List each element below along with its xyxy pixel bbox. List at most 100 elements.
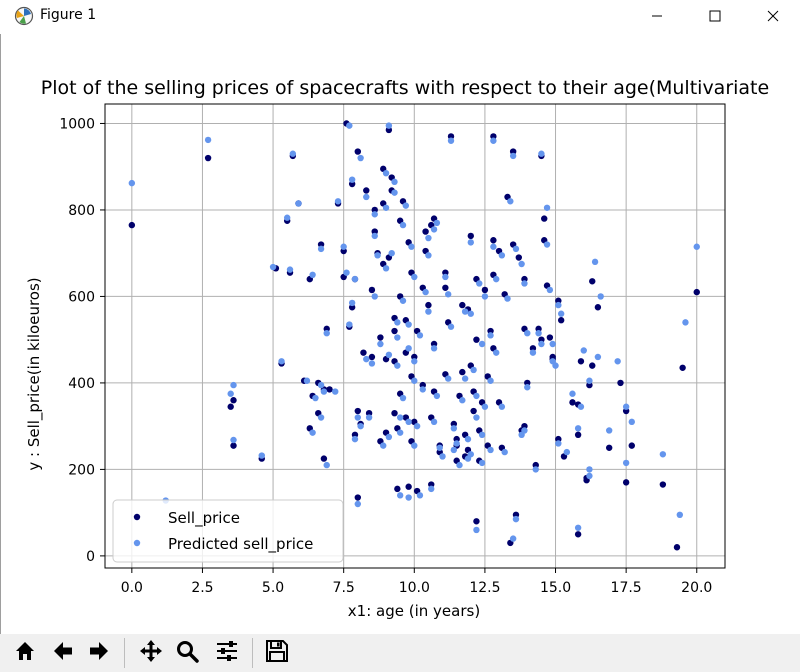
sell-price-point <box>659 481 667 488</box>
legend-label-predicted: Predicted sell_price <box>168 535 313 554</box>
maximize-button[interactable] <box>692 0 738 32</box>
y-tick-label: 200 <box>68 462 95 478</box>
x-tick-label: 2.5 <box>191 580 213 596</box>
legend-marker-predicted <box>133 539 141 547</box>
close-button[interactable] <box>750 0 796 32</box>
x-tick-label: 17.5 <box>611 580 642 596</box>
predicted-price-point <box>363 355 370 363</box>
predicted-price-point <box>385 122 393 129</box>
predicted-price-point <box>396 492 404 499</box>
predicted-price-point <box>549 340 556 348</box>
predicted-price-point <box>402 202 410 209</box>
predicted-price-point <box>385 433 393 441</box>
predicted-price-point <box>204 136 212 144</box>
home-button[interactable] <box>10 638 40 668</box>
predicted-price-point <box>524 384 531 391</box>
sell-price-point <box>589 278 596 285</box>
configure-subplots-button[interactable] <box>212 638 242 668</box>
sell-price-point <box>605 444 613 451</box>
pan-button[interactable] <box>136 638 166 668</box>
sell-price-point <box>574 531 582 538</box>
figure-canvas[interactable]: Plot of the selling prices of spacecraft… <box>0 34 800 634</box>
data-points <box>128 120 700 551</box>
predicted-price-point <box>371 293 378 300</box>
predicted-price-point <box>323 329 330 337</box>
sell-price-point <box>354 407 362 415</box>
predicted-price-point <box>351 435 359 443</box>
predicted-price-point <box>357 422 364 430</box>
sell-price-point <box>470 407 477 415</box>
save-button[interactable] <box>262 638 292 668</box>
predicted-price-point <box>498 403 506 410</box>
legend-marker-sell-price <box>133 513 141 521</box>
predicted-price-point <box>405 418 412 426</box>
predicted-price-point <box>227 390 234 397</box>
predicted-price-point <box>351 275 359 283</box>
predicted-price-point <box>473 414 480 421</box>
save-icon <box>265 639 289 667</box>
predicted-price-point <box>555 440 562 447</box>
predicted-price-point <box>586 377 593 384</box>
maximize-icon <box>709 10 721 22</box>
predicted-price-point <box>408 243 415 250</box>
predicted-price-point <box>230 436 237 444</box>
predicted-price-point <box>682 319 689 326</box>
predicted-price-point <box>453 440 460 447</box>
y-tick-label: 800 <box>68 203 95 219</box>
x-tick-label: 12.5 <box>469 580 500 596</box>
pan-icon <box>139 639 163 667</box>
sell-price-point <box>391 409 398 417</box>
predicted-price-point <box>478 459 486 467</box>
predicted-price-point <box>346 122 353 129</box>
predicted-price-point <box>444 375 452 382</box>
sell-price-point <box>541 215 548 222</box>
sell-price-point <box>394 485 401 493</box>
back-button[interactable] <box>48 638 78 668</box>
predicted-price-point <box>473 526 480 534</box>
predicted-price-point <box>430 418 438 426</box>
sell-price-point <box>425 301 432 309</box>
predicted-price-point <box>614 358 621 365</box>
minimize-button[interactable] <box>634 0 680 32</box>
sell-price-point <box>490 237 497 244</box>
forward-button[interactable] <box>84 638 114 668</box>
minimize-icon <box>651 10 663 22</box>
predicted-price-point <box>521 427 528 434</box>
chart-title: Plot of the selling prices of spacecraft… <box>41 77 769 99</box>
predicted-price-point <box>371 232 378 240</box>
predicted-price-point <box>416 492 424 499</box>
predicted-price-point <box>425 308 432 315</box>
predicted-price-point <box>447 137 455 144</box>
predicted-price-point <box>501 448 508 456</box>
predicted-price-point <box>574 425 582 432</box>
predicted-price-point <box>574 524 582 531</box>
scatter-chart: Plot of the selling prices of spacecraft… <box>25 77 769 620</box>
predicted-price-point <box>317 414 325 421</box>
predicted-price-point <box>507 198 514 205</box>
predicted-price-point <box>385 351 393 359</box>
predicted-price-point <box>405 494 412 501</box>
sell-price-point <box>442 284 449 291</box>
predicted-price-point <box>411 442 418 449</box>
predicted-price-point <box>334 198 342 205</box>
predicted-price-point <box>467 310 474 317</box>
predicted-price-point <box>422 288 429 296</box>
sell-price-point <box>230 442 237 449</box>
sell-price-point <box>577 358 585 365</box>
predicted-price-point <box>377 340 384 348</box>
predicted-price-point <box>278 358 285 365</box>
predicted-price-point <box>399 394 407 402</box>
predicted-price-point <box>442 273 449 281</box>
sell-price-point <box>459 301 466 309</box>
predicted-price-point <box>312 394 319 402</box>
sell-price-point <box>628 442 635 449</box>
predicted-price-point <box>317 245 325 253</box>
zoom-button[interactable] <box>172 638 202 668</box>
predicted-price-point <box>532 466 539 473</box>
sell-price-point <box>693 288 700 296</box>
predicted-price-point <box>487 332 494 339</box>
predicted-price-point <box>535 329 542 337</box>
predicted-price-point <box>476 280 483 287</box>
sell-price-point <box>354 148 362 155</box>
predicted-price-point <box>363 193 370 201</box>
